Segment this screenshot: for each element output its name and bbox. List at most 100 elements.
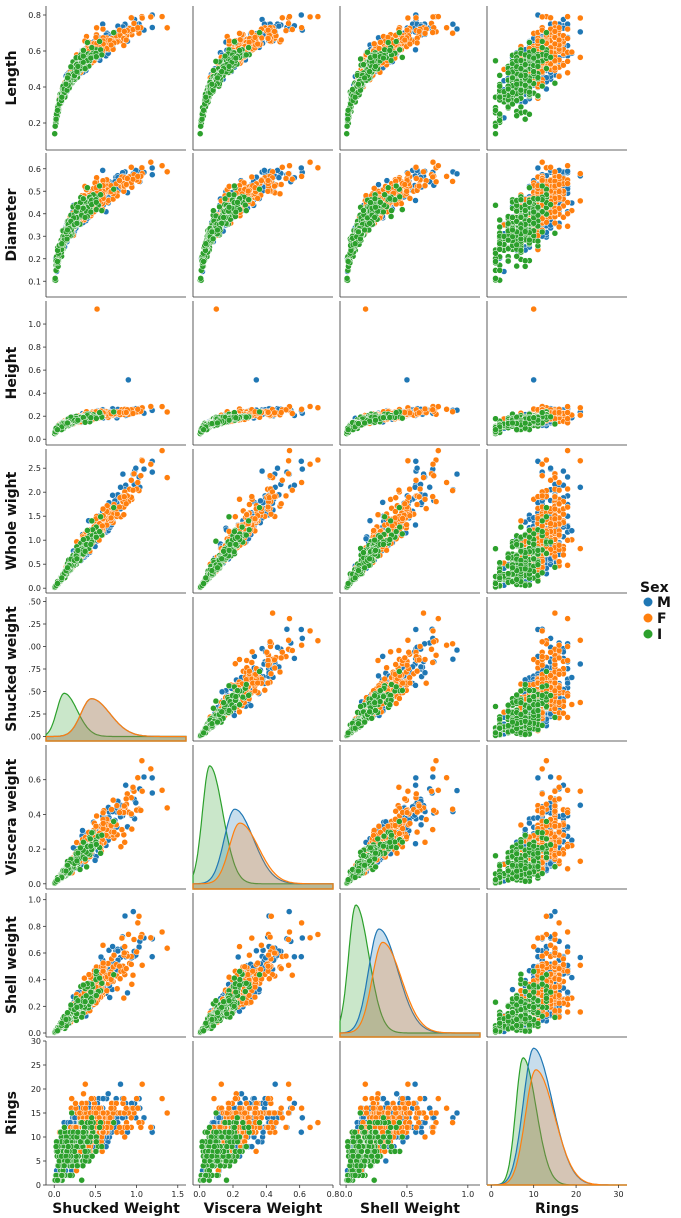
point-m	[298, 164, 305, 172]
point-i	[58, 240, 66, 247]
point-m	[99, 167, 106, 174]
point-f	[122, 181, 130, 188]
point-i	[526, 39, 533, 46]
point-i	[530, 47, 537, 54]
y-tick-label: 0.4	[28, 210, 41, 219]
point-i	[530, 54, 537, 62]
point-i	[93, 199, 100, 206]
point-f	[564, 25, 571, 33]
point-i	[351, 93, 359, 101]
point-i	[73, 220, 81, 227]
point-i	[81, 65, 89, 72]
point-i	[526, 111, 533, 118]
point-i	[80, 47, 87, 54]
point-f	[107, 41, 115, 49]
point-i	[504, 69, 512, 77]
point-f	[564, 13, 571, 20]
point-f	[568, 48, 576, 56]
point-f	[415, 182, 423, 190]
y-axis-label: Diameter	[4, 188, 20, 261]
point-f	[276, 190, 284, 198]
panels: 0.20.40.60.8Length0.10.20.30.40.50.6Diam…	[4, 6, 627, 1217]
point-m	[298, 11, 305, 19]
point-i	[79, 205, 87, 212]
y-tick-label: 0.5	[28, 187, 41, 196]
point-f	[564, 58, 571, 65]
point-f	[404, 170, 412, 177]
point-m	[261, 167, 268, 174]
point-f	[298, 173, 305, 180]
point-i	[214, 226, 221, 234]
point-f	[248, 173, 256, 181]
point-f	[130, 20, 138, 27]
point-i	[509, 74, 516, 82]
point-f	[128, 164, 135, 171]
point-i	[343, 130, 350, 137]
point-i	[98, 207, 106, 214]
point-i	[96, 38, 103, 45]
point-i	[387, 57, 395, 64]
point-i	[496, 72, 503, 79]
point-i	[200, 258, 207, 265]
point-f	[285, 20, 292, 27]
point-f	[429, 158, 437, 166]
y-tick-label: 0.2	[28, 119, 41, 128]
point-f	[435, 13, 442, 20]
point-i	[198, 115, 206, 123]
point-f	[564, 35, 571, 42]
point-f	[577, 14, 584, 22]
point-i	[221, 195, 229, 203]
point-i	[513, 112, 520, 119]
point-i	[386, 47, 394, 54]
point-f	[279, 14, 286, 22]
point-i	[513, 97, 520, 104]
point-f	[370, 185, 378, 192]
panel-1-2	[339, 153, 480, 298]
point-f	[277, 181, 285, 188]
point-i	[52, 115, 60, 123]
point-i	[384, 39, 392, 46]
point-f	[420, 168, 427, 176]
point-f	[401, 36, 409, 44]
point-f	[412, 164, 420, 171]
point-i	[202, 93, 210, 101]
point-f	[406, 40, 414, 48]
point-i	[357, 55, 364, 63]
point-i	[208, 80, 216, 88]
point-i	[396, 29, 403, 36]
point-f	[421, 30, 429, 37]
point-i	[209, 235, 217, 243]
point-i	[87, 54, 95, 62]
y-tick-label: 0.2	[28, 255, 41, 264]
point-f	[413, 175, 420, 182]
point-i	[93, 206, 100, 213]
point-f	[138, 14, 146, 22]
point-i	[343, 122, 351, 130]
point-i	[197, 275, 204, 282]
point-i	[256, 29, 263, 36]
panel-0-1	[192, 6, 333, 151]
point-i	[212, 58, 220, 65]
point-i	[517, 65, 525, 72]
point-f	[577, 54, 584, 61]
point-i	[496, 82, 503, 90]
point-f	[134, 24, 142, 31]
point-f	[124, 175, 131, 182]
point-f	[120, 42, 128, 49]
point-f	[264, 188, 272, 195]
point-i	[361, 74, 368, 82]
point-i	[534, 63, 542, 70]
point-i	[88, 44, 96, 51]
point-i	[232, 208, 240, 216]
point-f	[443, 24, 450, 31]
point-i	[96, 182, 103, 190]
y-tick-label: 0.3	[28, 232, 41, 241]
point-f	[306, 158, 314, 166]
point-f	[435, 162, 442, 169]
point-f	[404, 14, 412, 22]
point-f	[282, 27, 290, 34]
point-f	[412, 14, 420, 22]
point-i	[62, 80, 70, 88]
